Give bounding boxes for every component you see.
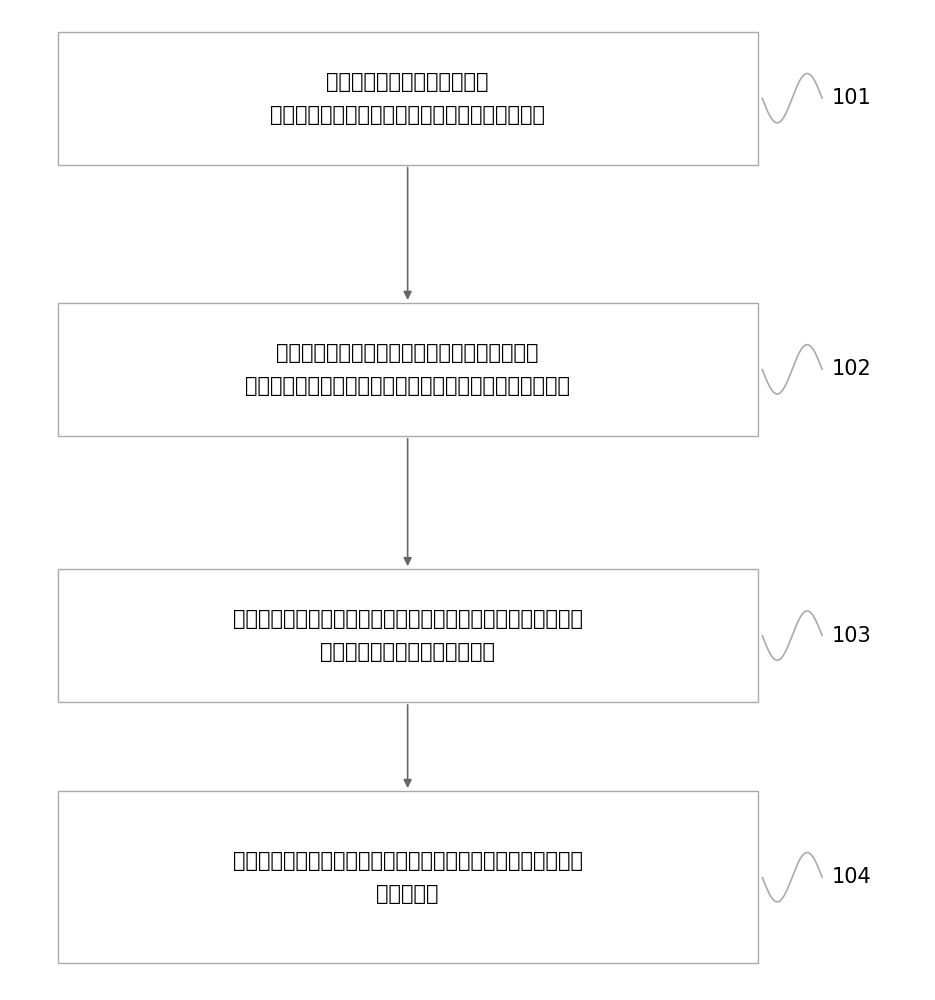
Text: 102: 102 (831, 359, 871, 379)
Text: 根据样本库的数据计算表层沉积物样品重金属含
量的基线值，以及计算柱状沉积物样品重金属含量的基线值: 根据样本库的数据计算表层沉积物样品重金属含 量的基线值，以及计算柱状沉积物样品重… (245, 343, 570, 396)
Text: 101: 101 (831, 88, 871, 108)
Text: 建立表层沉积物样品重金属含
量的样本库和柱状沉积物样品重金属含量的样本库: 建立表层沉积物样品重金属含 量的样本库和柱状沉积物样品重金属含量的样本库 (270, 72, 545, 125)
Bar (58, 791, 757, 963)
Bar (58, 32, 757, 165)
Bar (58, 303, 757, 436)
Text: 根据上述基线值判别表层沉积物重金属面源污染状况，以及判别
表层沉积物重金属点源污染状况: 根据上述基线值判别表层沉积物重金属面源污染状况，以及判别 表层沉积物重金属点源污… (233, 609, 583, 662)
Text: 103: 103 (831, 626, 871, 646)
Text: 计算重金属点源污染和面源污染的相对比例，并判断沉积物重金
属污染类型: 计算重金属点源污染和面源污染的相对比例，并判断沉积物重金 属污染类型 (233, 851, 583, 904)
Bar (58, 569, 757, 702)
Text: 104: 104 (831, 867, 871, 887)
